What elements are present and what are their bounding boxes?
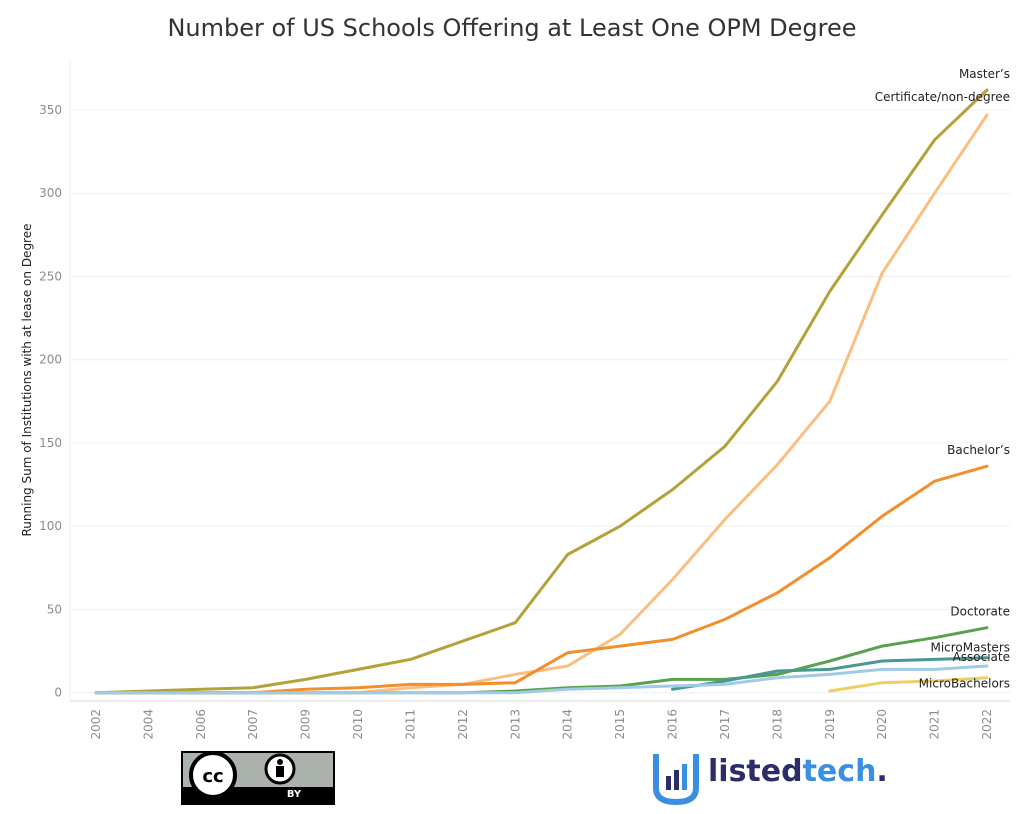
x-tick-label: 2014 bbox=[561, 709, 575, 740]
series-line-master-s bbox=[94, 88, 989, 695]
x-tick-label: 2002 bbox=[89, 709, 103, 740]
series-line-micromasters bbox=[671, 656, 989, 691]
series-label: Associate bbox=[953, 650, 1010, 664]
series-lines bbox=[94, 88, 989, 695]
series-line-bachelor-s bbox=[94, 464, 989, 695]
y-tick-label: 250 bbox=[39, 269, 62, 283]
series-label: MicroMasters bbox=[930, 641, 1010, 655]
series-label: Certificate/non-degree bbox=[875, 90, 1010, 104]
series-labels: Master’s Certificate/non-degree Bachelor’s… bbox=[875, 67, 1010, 691]
x-tick-label: 2006 bbox=[194, 709, 208, 740]
series-line-microbachelors bbox=[828, 676, 989, 693]
y-tick-label: 150 bbox=[39, 436, 62, 450]
series-line-associate bbox=[94, 664, 989, 695]
x-tick-label: 2017 bbox=[718, 709, 732, 740]
y-tick-label: 350 bbox=[39, 103, 62, 117]
y-tick-label: 200 bbox=[39, 353, 62, 367]
y-tick-label: 300 bbox=[39, 186, 62, 200]
x-tick-label: 2022 bbox=[980, 709, 994, 740]
y-axis-label: Running Sum of Institutions with at leas… bbox=[20, 224, 34, 537]
license-label: BY bbox=[286, 789, 302, 800]
series-label: Master’s bbox=[959, 67, 1010, 81]
y-tick-label: 100 bbox=[39, 519, 62, 533]
x-tick-label: 2020 bbox=[875, 709, 889, 740]
x-tick-label: 2018 bbox=[770, 709, 784, 740]
y-tick-label: 50 bbox=[47, 602, 62, 616]
x-tick-label: 2015 bbox=[613, 709, 627, 740]
x-tick-label: 2007 bbox=[246, 709, 260, 740]
x-tick-label: 2004 bbox=[141, 709, 155, 740]
y-tick-label: 0 bbox=[54, 686, 62, 700]
x-tick-label: 2021 bbox=[928, 709, 942, 740]
axes: 0 50 100 150 200 250 300 350 2002 2004 2006 2007 200… bbox=[39, 60, 1010, 740]
x-tick-label: 2010 bbox=[351, 709, 365, 740]
x-tick-label: 2012 bbox=[456, 709, 470, 740]
series-label: Doctorate bbox=[950, 605, 1010, 619]
x-tick-label: 2013 bbox=[508, 709, 522, 740]
chart-title: Number of US Schools Offering at Least O… bbox=[167, 14, 857, 42]
series-label: Bachelor’s bbox=[947, 443, 1010, 457]
grid-lines bbox=[70, 109, 1010, 694]
x-tick-label: 2019 bbox=[823, 709, 837, 740]
series-line-certificate-non-degree bbox=[94, 113, 989, 695]
series-label: MicroBachelors bbox=[919, 677, 1010, 691]
x-tick-label: 2009 bbox=[299, 709, 313, 740]
cc-by-license-badge: cc BY bbox=[181, 751, 335, 805]
brand-name: listedtech. bbox=[708, 754, 888, 789]
series-line-doctorate bbox=[94, 626, 989, 695]
x-tick-label: 2016 bbox=[666, 709, 680, 740]
x-tick-label: 2011 bbox=[403, 709, 417, 740]
svg-text:cc: cc bbox=[202, 766, 223, 787]
